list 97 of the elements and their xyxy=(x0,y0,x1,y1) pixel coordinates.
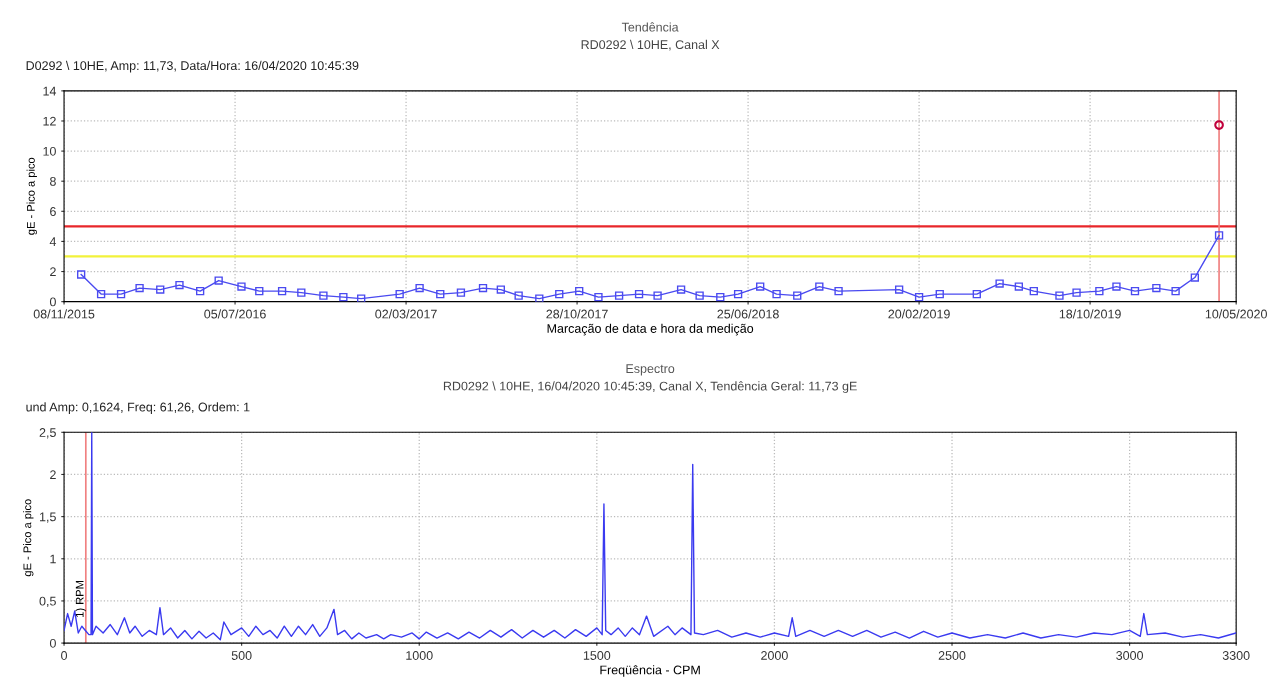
x-tick-label: 1500 xyxy=(583,651,611,660)
x-tick-label: 08/11/2015 xyxy=(33,309,95,319)
point xyxy=(555,289,564,299)
point xyxy=(653,291,662,300)
point xyxy=(894,285,904,294)
x-tick-label: 02/03/2017 xyxy=(375,309,437,319)
point xyxy=(1072,288,1081,297)
point xyxy=(297,288,306,297)
point xyxy=(695,291,704,300)
x-tick-label: 2500 xyxy=(938,651,966,660)
point xyxy=(277,286,287,296)
chart-subtitle: RD0292 \ 10HE, 16/04/2020 10:45:39, Canal X, Tendência Geral: 11,73 gE xyxy=(443,381,857,393)
point xyxy=(815,282,824,291)
chart-title: Tendência xyxy=(621,22,679,32)
point xyxy=(1029,286,1038,296)
point xyxy=(436,289,445,299)
point xyxy=(175,280,184,290)
point xyxy=(733,289,743,299)
y-tick-label: 1,5 xyxy=(39,512,56,523)
point xyxy=(76,270,86,279)
point xyxy=(116,289,126,299)
annotation: 1) RPM xyxy=(75,581,86,617)
point xyxy=(834,286,843,296)
point xyxy=(772,289,781,299)
point xyxy=(793,291,802,300)
y-tick-label: 0 xyxy=(49,638,56,648)
point xyxy=(914,292,924,302)
point xyxy=(1130,286,1140,296)
point xyxy=(1095,286,1104,296)
point xyxy=(237,282,246,291)
y-tick-label: 2 xyxy=(50,267,56,277)
x-tick-label: 2000 xyxy=(761,651,788,660)
point xyxy=(357,294,366,302)
y-tick-label: 1 xyxy=(50,554,56,564)
x-tick-label: 10/05/2020 xyxy=(1205,309,1267,319)
point xyxy=(614,291,624,300)
point xyxy=(535,294,544,302)
point xyxy=(716,292,725,302)
x-axis-title: Freqüência - CPM xyxy=(600,665,700,677)
y-tick-label: 4 xyxy=(49,237,57,246)
point xyxy=(96,289,106,299)
point xyxy=(319,291,328,300)
y-axis-title: gE - Pico a pico xyxy=(26,157,37,235)
y-tick-label: 14 xyxy=(43,86,57,96)
point xyxy=(1214,231,1224,240)
point xyxy=(395,289,404,299)
point xyxy=(1055,291,1064,300)
line-series xyxy=(64,432,1237,641)
x-tick-label: 18/10/2019 xyxy=(1059,309,1121,319)
point xyxy=(214,276,223,285)
y-tick-label: 2,5 xyxy=(39,428,56,439)
y-tick-label: 8 xyxy=(50,177,56,186)
x-tick-label: 05/07/2016 xyxy=(204,309,266,319)
point xyxy=(415,283,424,293)
point xyxy=(634,289,644,299)
point xyxy=(756,282,765,291)
chart-title: Espectro xyxy=(626,364,675,376)
text: D0292 \ 10HE, Amp: 11,73, Data/Hora: 16/04/2020 10:45:39 xyxy=(26,60,359,73)
point xyxy=(676,285,686,294)
x-tick-label: 0 xyxy=(61,651,68,660)
point xyxy=(135,283,144,293)
point xyxy=(575,286,584,296)
y-tick-label: 0 xyxy=(49,297,56,307)
chart-subtitle: RD0292 \ 10HE, Canal X xyxy=(581,39,720,51)
point xyxy=(1014,282,1024,291)
point xyxy=(514,291,523,300)
point xyxy=(339,292,348,302)
point xyxy=(195,286,205,296)
y-tick-label: 12 xyxy=(43,116,56,126)
point xyxy=(156,285,165,294)
y-tick-label: 0,5 xyxy=(39,596,56,608)
point xyxy=(456,288,466,297)
x-tick-label: 20/02/2019 xyxy=(888,309,950,319)
x-tick-label: 1000 xyxy=(406,651,433,660)
point xyxy=(1112,282,1121,291)
point xyxy=(995,279,1004,288)
point xyxy=(935,289,944,299)
x-tick-label: 500 xyxy=(231,651,252,660)
point xyxy=(1190,273,1200,282)
y-tick-label: 6 xyxy=(50,207,56,216)
y-axis-title: gE - Pico a pico xyxy=(23,499,34,577)
x-axis-title: Marcação de data e hora da medição xyxy=(547,323,754,336)
point xyxy=(255,286,264,296)
point xyxy=(1152,283,1161,293)
x-tick-label: 25/06/2018 xyxy=(717,309,779,319)
y-tick-label: 2 xyxy=(50,470,56,479)
x-tick-label: 3000 xyxy=(1116,651,1144,660)
point xyxy=(594,292,603,302)
x-tick-label: 3300 xyxy=(1222,651,1250,660)
point xyxy=(478,283,488,293)
point xyxy=(972,289,981,299)
point xyxy=(496,285,505,294)
text: und Amp: 0,1624, Freq: 61,26, Ordem: 1 xyxy=(26,402,250,414)
y-tick-label: 10 xyxy=(43,146,56,156)
point xyxy=(1214,120,1224,130)
point xyxy=(1171,286,1180,296)
x-tick-label: 28/10/2017 xyxy=(546,309,608,319)
